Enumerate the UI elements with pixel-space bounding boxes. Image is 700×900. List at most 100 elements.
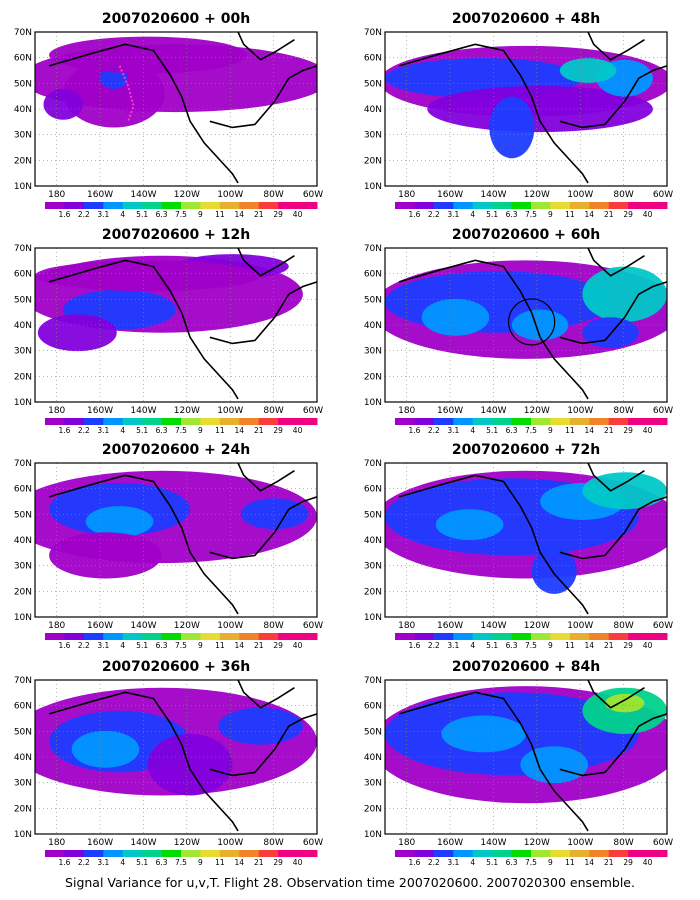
coastline-segment <box>559 713 667 777</box>
y-tick-label: 40N <box>364 536 382 546</box>
colorbar-cell <box>589 202 610 209</box>
y-tick-label: 70N <box>14 676 32 686</box>
colorbar-label: 2.2 <box>78 641 90 650</box>
colorbar-label: 6.3 <box>156 858 168 867</box>
colorbar-label: 14 <box>235 858 245 867</box>
colorbar-cell <box>200 202 221 209</box>
colorbar-cell <box>64 850 85 857</box>
colorbar-cell <box>569 850 590 857</box>
variance-field <box>35 36 317 128</box>
colorbar-label: 9 <box>198 426 203 435</box>
colorbar-label: 40 <box>643 426 653 435</box>
colorbar-cell <box>122 418 143 425</box>
colorbar-label: 4 <box>120 641 125 650</box>
variance-field <box>35 687 317 796</box>
y-tick-label: 20N <box>14 372 32 382</box>
y-tick-label: 40N <box>14 321 32 331</box>
x-tick-label: 160W <box>87 621 113 631</box>
colorbar-cell <box>181 418 201 425</box>
colorbar-cell <box>453 202 474 209</box>
colorbar-label: 5.1 <box>136 858 148 867</box>
colorbar-label: 1.6 <box>408 210 420 219</box>
colorbar-cell <box>589 633 610 640</box>
y-tick-label: 30N <box>14 347 32 357</box>
colorbar-label: 2.2 <box>428 426 440 435</box>
colorbar-label: 2.2 <box>78 858 90 867</box>
panel-title: 2007020600 + 72h <box>452 442 600 458</box>
colorbar-cell <box>647 202 668 209</box>
colorbar-label: 29 <box>273 641 283 650</box>
field-contour <box>35 260 261 292</box>
field-contour <box>427 85 653 133</box>
colorbar-label: 4 <box>120 858 125 867</box>
colorbar-cell <box>395 418 415 425</box>
colorbar-label: 3.1 <box>447 426 459 435</box>
colorbar-cell <box>433 202 454 209</box>
y-tick-label: 50N <box>364 727 382 737</box>
y-tick-label: 40N <box>14 753 32 763</box>
x-tick-label: 180 <box>398 190 415 200</box>
colorbar-cell <box>492 850 513 857</box>
colorbar-label: 11 <box>565 426 575 435</box>
x-tick-label: 140W <box>480 406 506 416</box>
x-tick-label: 180 <box>48 838 65 848</box>
y-tick-label: 50N <box>364 510 382 520</box>
x-tick-label: 80W <box>263 406 283 416</box>
panel-title: 2007020600 + 36h <box>102 659 250 675</box>
colorbar-cell <box>531 202 551 209</box>
x-tick-label: 120W <box>174 621 200 631</box>
coastline-segment <box>398 259 589 400</box>
figure-caption: Signal Variance for u,v,T. Flight 28. Ob… <box>65 875 635 890</box>
colorbar: 1.6 2.2 3.1 4 5.1 6.3 7.5 9 11 14 21 29 40 <box>45 418 318 435</box>
coastline-segment <box>209 65 317 129</box>
colorbar-cell <box>239 633 260 640</box>
y-tick-label: 10N <box>364 182 382 192</box>
y-tick-label: 20N <box>14 804 32 814</box>
variance-field <box>385 470 667 594</box>
colorbar-label: 6.3 <box>506 426 518 435</box>
flight-track <box>118 65 135 122</box>
colorbar-cell <box>200 633 221 640</box>
colorbar-cell <box>45 418 65 425</box>
colorbar-cell <box>550 202 571 209</box>
colorbar-label: 1.6 <box>58 210 70 219</box>
colorbar-cell <box>433 633 454 640</box>
colorbar-cell <box>258 633 279 640</box>
coastline <box>398 32 667 184</box>
colorbar-cell <box>181 633 201 640</box>
x-tick-label: 100W <box>567 406 593 416</box>
coastline-segment <box>237 32 295 61</box>
colorbar-label: 5.1 <box>486 426 498 435</box>
y-tick-label: 70N <box>364 244 382 254</box>
colorbar-label: 4 <box>470 641 475 650</box>
colorbar-label: 2.2 <box>78 426 90 435</box>
colorbar-label: 29 <box>273 426 283 435</box>
colorbar-label: 21 <box>604 858 614 867</box>
field-contour <box>43 88 83 120</box>
colorbar-label: 29 <box>273 858 283 867</box>
field-contour <box>531 547 577 594</box>
variance-field <box>35 254 303 352</box>
colorbar-cell <box>589 850 610 857</box>
coastline-segment <box>398 691 589 832</box>
colorbar-label: 3.1 <box>97 210 109 219</box>
colorbar-cell <box>161 850 182 857</box>
colorbar-label: 9 <box>548 426 553 435</box>
coastline-segment <box>237 680 295 709</box>
x-tick-label: 180 <box>48 190 65 200</box>
colorbar-label: 21 <box>604 210 614 219</box>
colorbar-label: 14 <box>235 641 245 650</box>
x-tick-label: 120W <box>524 406 550 416</box>
field-contour <box>240 498 309 530</box>
colorbar-cell <box>433 418 454 425</box>
coastline <box>398 463 667 615</box>
colorbar-cell <box>511 202 532 209</box>
x-tick-label: 120W <box>174 838 200 848</box>
y-tick-label: 10N <box>14 613 32 623</box>
colorbar-cell <box>472 202 493 209</box>
colorbar-cell <box>142 633 163 640</box>
colorbar-cell <box>219 850 240 857</box>
coastline-segment <box>398 43 589 184</box>
colorbar-cell <box>103 202 124 209</box>
x-tick-label: 120W <box>524 621 550 631</box>
